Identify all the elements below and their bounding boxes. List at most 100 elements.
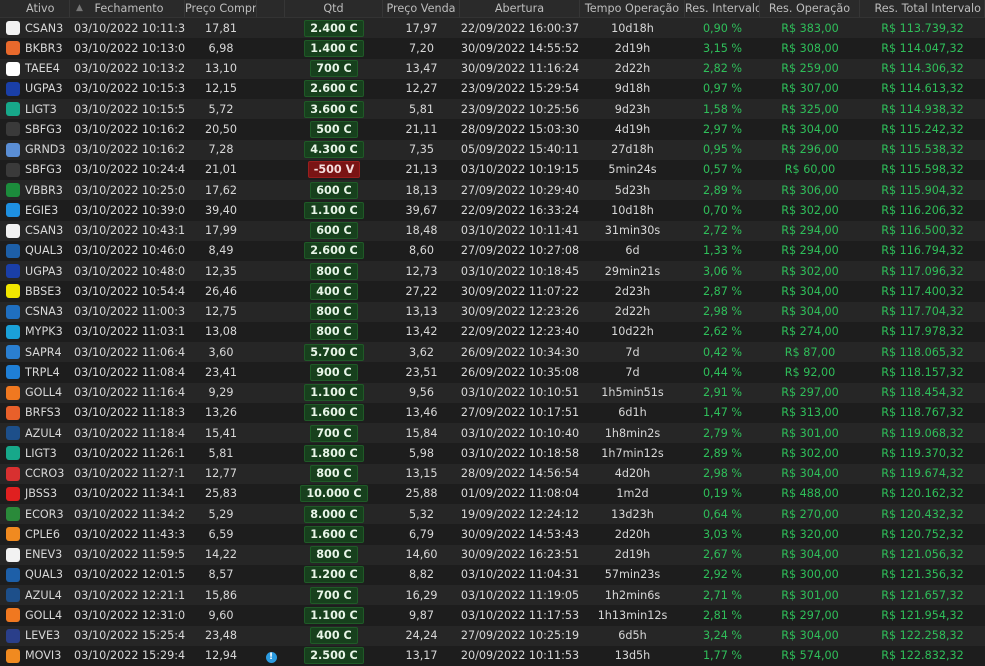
table-row[interactable]: LEVE3 03/10/2022 15:25:45 23,48 400 C 24,24 2… xyxy=(0,625,985,646)
cell-res-operacao: R$ 274,00 xyxy=(781,325,839,339)
cell-ativo: ECOR3 xyxy=(0,507,70,522)
table-row[interactable]: TRPL4 03/10/2022 11:08:44 23,41 900 C 23,51 2… xyxy=(0,362,985,383)
table-row[interactable]: BBSE3 03/10/2022 10:54:46 26,46 400 C 27,22 3… xyxy=(0,281,985,302)
buy-qty-badge: 5.700 C xyxy=(304,343,364,361)
table-row[interactable]: BRFS3 03/10/2022 11:18:39 13,26 1.600 C 13,4… xyxy=(0,402,985,423)
col-header-qtd[interactable]: Qtd xyxy=(285,0,383,17)
cell-ativo: AZUL4 xyxy=(0,588,70,603)
col-header-res-intervalo[interactable]: Res. Intervalo (% xyxy=(685,0,760,17)
cell-ativo: VBBR3 xyxy=(0,183,70,198)
cell-preco-venda: 5,32 xyxy=(409,507,434,521)
cell-abertura: 30/09/2022 11:07:22 xyxy=(460,284,580,298)
col-header-ativo[interactable]: Ativo xyxy=(0,0,70,17)
ticker-logo-icon xyxy=(6,223,20,238)
sell-qty-badge: -500 V xyxy=(307,161,361,179)
table-body: CSAN3 03/10/2022 10:11:37 17,81 2.400 C 17,9… xyxy=(0,18,985,666)
cell-abertura: 26/09/2022 10:35:08 xyxy=(460,365,580,379)
table-row[interactable]: UGPA3 03/10/2022 10:15:39 12,15 2.600 C 12,2… xyxy=(0,78,985,99)
table-row[interactable]: AZUL4 03/10/2022 12:21:12 15,86 700 C 16,29 0… xyxy=(0,585,985,606)
table-row[interactable]: ENEV3 03/10/2022 11:59:55 14,22 800 C 14,60 3… xyxy=(0,544,985,565)
cell-tempo-operacao: 27d18h xyxy=(611,143,654,157)
cell-res-total: R$ 122.258,32 xyxy=(881,629,964,643)
table-row[interactable]: CPLE6 03/10/2022 11:43:34 6,59 1.600 C 6,79 3… xyxy=(0,524,985,545)
cell-preco-compra: 13,08 xyxy=(204,325,238,339)
cell-res-operacao: R$ 300,00 xyxy=(781,568,839,582)
col-header-res-total[interactable]: Res. Total Intervalo xyxy=(860,0,985,17)
table-row[interactable]: BKBR3 03/10/2022 10:13:02 6,98 1.400 C 7,20 3… xyxy=(0,38,985,59)
cell-res-operacao: R$ 304,00 xyxy=(781,284,839,298)
table-row[interactable]: QUAL3 03/10/2022 10:46:09 8,49 2.600 C 8,60 2… xyxy=(0,240,985,261)
cell-preco-compra: 9,29 xyxy=(208,386,234,400)
cell-fechamento: 03/10/2022 10:24:40 xyxy=(74,163,185,177)
info-icon[interactable]: ! xyxy=(265,651,277,663)
cell-res-operacao: R$ 307,00 xyxy=(781,82,839,96)
table-row[interactable]: CCRO3 03/10/2022 11:27:10 12,77 800 C 13,15 2… xyxy=(0,463,985,484)
cell-fechamento: 03/10/2022 10:11:37 xyxy=(74,21,185,35)
ticker-symbol: GOLL4 xyxy=(25,386,63,400)
table-row[interactable]: GOLL4 03/10/2022 11:16:43 9,29 1.100 C 9,56 0… xyxy=(0,382,985,403)
buy-qty-badge: 500 C xyxy=(310,120,358,138)
cell-preco-compra: 17,81 xyxy=(204,21,238,35)
col-header-preco-compra[interactable]: Preço Compra xyxy=(185,0,257,17)
cell-preco-compra: 9,60 xyxy=(208,608,234,622)
ticker-logo-icon xyxy=(6,486,20,501)
table-row[interactable]: TAEE4 03/10/2022 10:13:25 13,10 700 C 13,47 3… xyxy=(0,58,985,79)
col-header-res-operacao[interactable]: Res. Operação xyxy=(760,0,860,17)
ticker-symbol: GRND3 xyxy=(25,143,66,157)
buy-qty-badge: 1.100 C xyxy=(304,201,364,219)
table-row[interactable]: CSAN3 03/10/2022 10:11:37 17,81 2.400 C 17,9… xyxy=(0,18,985,39)
table-row[interactable]: LIGT3 03/10/2022 11:26:10 5,81 1.800 C 5,98 0… xyxy=(0,443,985,464)
col-header-tempo-operacao[interactable]: Tempo Operação xyxy=(580,0,685,17)
table-row[interactable]: ECOR3 03/10/2022 11:34:22 5,29 8.000 C 5,32 1… xyxy=(0,504,985,525)
table-row[interactable]: MYPK3 03/10/2022 11:03:10 13,08 800 C 13,42 2… xyxy=(0,321,985,342)
cell-preco-venda: 12,27 xyxy=(405,82,438,96)
cell-res-operacao: R$ 320,00 xyxy=(781,527,839,541)
col-header-info[interactable] xyxy=(257,0,285,17)
cell-res-intervalo: 2,91 % xyxy=(702,386,743,400)
cell-res-operacao: R$ 297,00 xyxy=(781,608,839,622)
table-row[interactable]: CSNA3 03/10/2022 11:00:35 12,75 800 C 13,13 3… xyxy=(0,301,985,322)
sort-asc-icon: ▲ xyxy=(76,3,83,13)
cell-res-total: R$ 120.432,32 xyxy=(881,507,964,521)
cell-res-total: R$ 116.500,32 xyxy=(881,224,964,238)
cell-res-operacao: R$ 60,00 xyxy=(784,163,836,177)
cell-preco-venda: 7,20 xyxy=(409,41,434,55)
buy-qty-badge: 2.500 C xyxy=(304,647,364,665)
cell-fechamento: 03/10/2022 10:16:26 xyxy=(74,143,185,157)
ticker-logo-icon xyxy=(6,527,20,542)
col-header-abertura[interactable]: Abertura xyxy=(460,0,580,17)
col-header-preco-venda[interactable]: Preço Venda xyxy=(383,0,460,17)
table-row[interactable]: UGPA3 03/10/2022 10:48:07 12,35 800 C 12,73 0… xyxy=(0,261,985,282)
cell-qtd: -500 V xyxy=(285,161,383,179)
cell-preco-venda: 21,11 xyxy=(405,122,438,136)
buy-qty-badge: 1.200 C xyxy=(304,566,364,584)
table-row[interactable]: JBSS3 03/10/2022 11:34:15 25,83 10.000 C 25,… xyxy=(0,483,985,504)
cell-res-total: R$ 113.739,32 xyxy=(881,21,964,35)
buy-qty-badge: 4.300 C xyxy=(304,141,364,159)
ticker-symbol: MOVI3 xyxy=(25,649,62,663)
table-row[interactable]: CSAN3 03/10/2022 10:43:11 17,99 600 C 18,48 0… xyxy=(0,220,985,241)
cell-res-total: R$ 122.832,32 xyxy=(881,649,964,663)
cell-preco-venda: 15,84 xyxy=(405,426,438,440)
table-row[interactable]: GOLL4 03/10/2022 12:31:05 9,60 1.100 C 9,87 0… xyxy=(0,605,985,626)
table-row[interactable]: SAPR4 03/10/2022 11:06:44 3,60 5.700 C 3,62 2… xyxy=(0,342,985,363)
table-row[interactable]: VBBR3 03/10/2022 10:25:05 17,62 600 C 18,13 2… xyxy=(0,180,985,201)
table-row[interactable]: MOVI3 03/10/2022 15:29:42 12,94! 2.500 C 13,… xyxy=(0,645,985,666)
table-row[interactable]: AZUL4 03/10/2022 11:18:43 15,41 700 C 15,84 0… xyxy=(0,423,985,444)
table-row[interactable]: SBFG3 03/10/2022 10:16:20 20,50 500 C 21,11 2… xyxy=(0,119,985,140)
ticker-logo-icon xyxy=(6,507,20,522)
table-row[interactable]: GRND3 03/10/2022 10:16:26 7,28 4.300 C 7,35 0… xyxy=(0,139,985,160)
table-row[interactable]: QUAL3 03/10/2022 12:01:55 8,57 1.200 C 8,82 0… xyxy=(0,564,985,585)
cell-preco-venda: 13,17 xyxy=(405,649,438,663)
cell-preco-compra: 12,94 xyxy=(204,649,238,663)
col-header-fechamento[interactable]: ▲ Fechamento xyxy=(70,0,185,17)
table-row[interactable]: LIGT3 03/10/2022 10:15:52 5,72 3.600 C 5,81 2… xyxy=(0,99,985,120)
buy-qty-badge: 700 C xyxy=(310,424,358,442)
cell-qtd: 500 C xyxy=(285,120,383,138)
table-row[interactable]: SBFG3 03/10/2022 10:24:40 21,01 -500 V 21,13… xyxy=(0,159,985,180)
cell-res-intervalo: 2,98 % xyxy=(702,467,743,481)
cell-res-total: R$ 120.162,32 xyxy=(881,487,964,501)
table-row[interactable]: EGIE3 03/10/2022 10:39:01 39,40 1.100 C 39,6… xyxy=(0,200,985,221)
buy-qty-badge: 10.000 C xyxy=(300,485,368,503)
cell-abertura: 26/09/2022 10:34:30 xyxy=(460,345,580,359)
